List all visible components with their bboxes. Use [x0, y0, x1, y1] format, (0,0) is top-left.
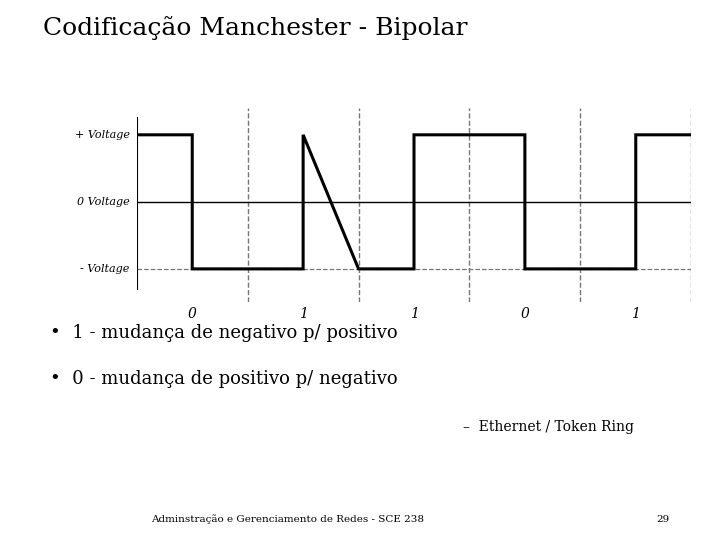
Text: + Voltage: + Voltage [75, 130, 130, 140]
Text: - Voltage: - Voltage [80, 264, 130, 274]
Text: 0: 0 [188, 307, 197, 321]
Text: 1: 1 [410, 307, 418, 321]
Text: 1: 1 [631, 307, 640, 321]
Text: •  0 - mudança de positivo p/ negativo: • 0 - mudança de positivo p/ negativo [50, 370, 398, 388]
Text: 29: 29 [657, 515, 670, 524]
Text: –  Ethernet / Token Ring: – Ethernet / Token Ring [463, 420, 634, 434]
Text: 1: 1 [299, 307, 307, 321]
Text: Codificação Manchester - Bipolar: Codificação Manchester - Bipolar [43, 16, 468, 40]
Text: •  1 - mudança de negativo p/ positivo: • 1 - mudança de negativo p/ positivo [50, 324, 398, 342]
Text: 0 Voltage: 0 Voltage [77, 197, 130, 207]
Text: 0: 0 [521, 307, 529, 321]
Text: Adminstração e Gerenciamento de Redes - SCE 238: Adminstração e Gerenciamento de Redes - … [151, 514, 425, 524]
